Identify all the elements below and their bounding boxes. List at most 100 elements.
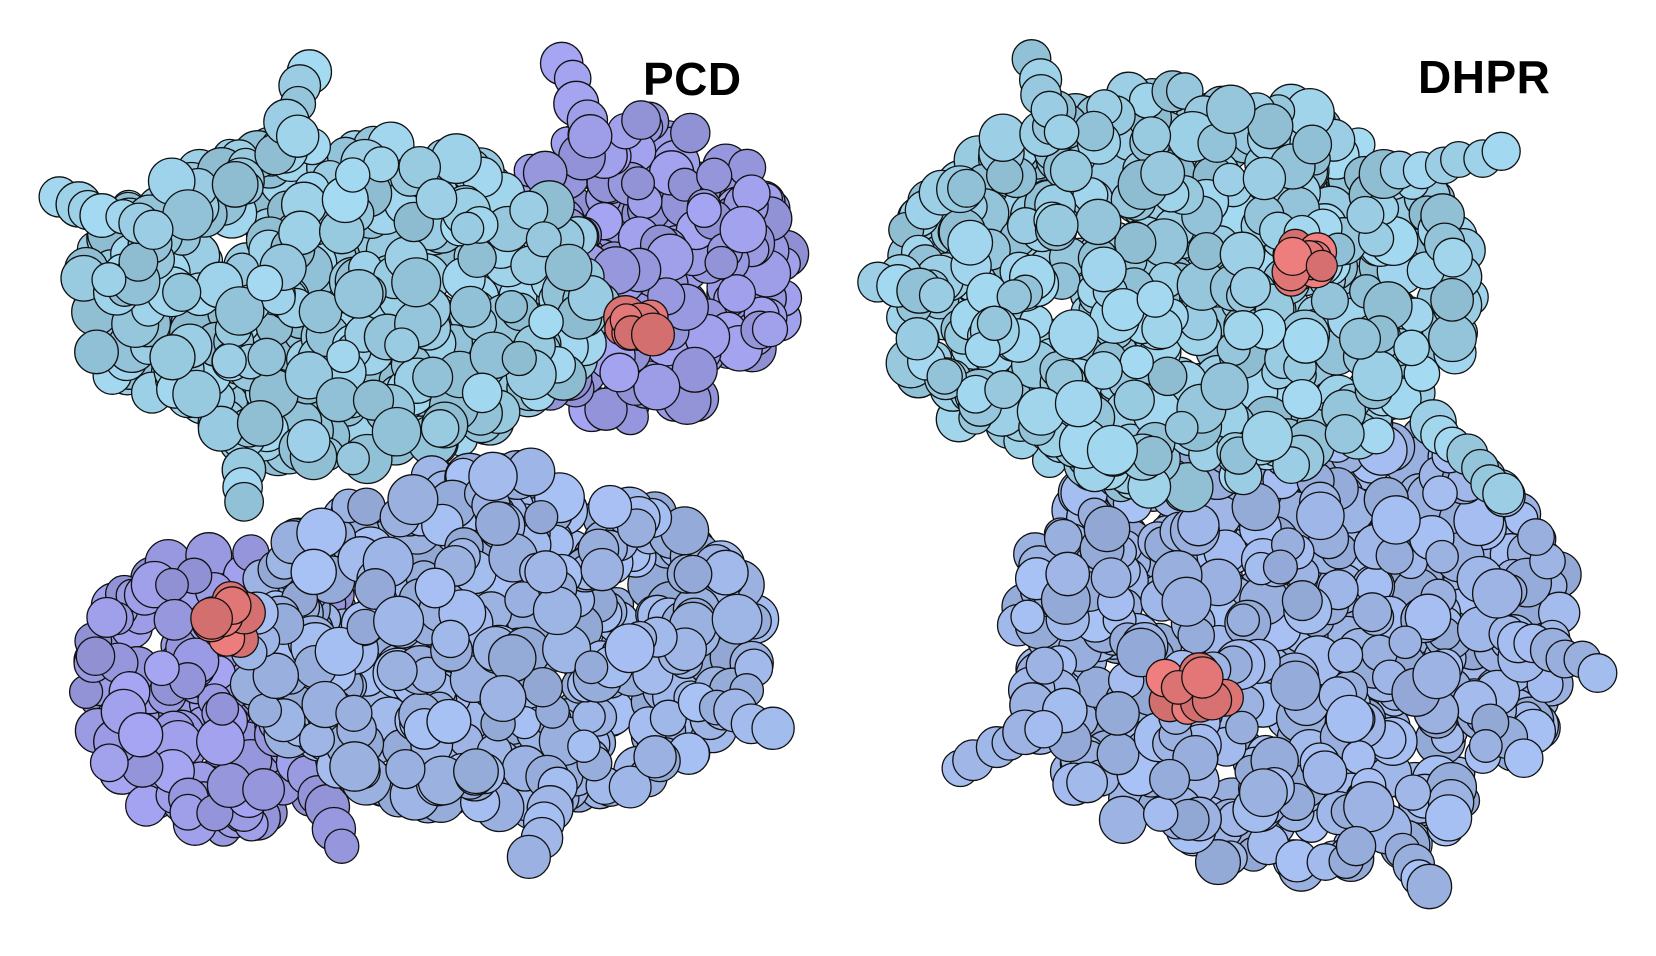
- atom-sphere: [377, 651, 417, 691]
- atom-sphere: [1150, 760, 1190, 800]
- atom-sphere: [575, 651, 608, 684]
- atom-sphere: [1303, 751, 1346, 794]
- atom-sphere: [291, 549, 336, 594]
- atom-sphere: [1137, 281, 1173, 317]
- atom-sphere: [427, 700, 471, 744]
- atom-sphere: [718, 275, 756, 313]
- atom-sphere: [1243, 157, 1285, 199]
- atom-sphere: [622, 101, 661, 140]
- atom-sphere: [388, 475, 438, 525]
- atom-sphere: [495, 291, 527, 323]
- atom-sphere: [1182, 657, 1223, 698]
- atom-sphere: [335, 270, 383, 318]
- atom-sphere: [1188, 233, 1225, 270]
- atom-sphere: [154, 600, 195, 641]
- atom-sphere: [1165, 412, 1198, 445]
- atom-sphere: [1051, 150, 1093, 192]
- atom-sphere: [212, 344, 246, 378]
- atom-sphere: [163, 273, 201, 311]
- atom-sphere: [1337, 827, 1376, 866]
- atom-sphere: [977, 306, 1011, 340]
- atom-sphere: [287, 420, 330, 463]
- atom-sphere: [1207, 85, 1255, 133]
- atom-sphere: [432, 620, 469, 657]
- atom-sphere: [1046, 552, 1089, 595]
- atom-sphere: [1100, 796, 1147, 843]
- atom-sphere: [705, 247, 737, 279]
- atom-sphere: [416, 179, 456, 219]
- atom-sphere: [1482, 132, 1520, 170]
- atom-sphere: [1282, 581, 1322, 621]
- atom-sphere: [327, 340, 359, 372]
- atom-sphere: [1133, 117, 1171, 155]
- atom-sphere: [1074, 111, 1113, 150]
- atom-sphere: [469, 452, 517, 500]
- atom-sphere: [386, 750, 425, 789]
- atom-sphere: [336, 158, 370, 192]
- atom-sphere: [927, 359, 962, 394]
- atom-sphere: [421, 410, 458, 447]
- atom-sphere: [948, 220, 993, 265]
- atom-sphere: [525, 501, 558, 534]
- pcd-loop-cyan-down: [222, 448, 265, 521]
- atom-sphere: [243, 769, 285, 811]
- atom-sphere: [1306, 250, 1337, 281]
- atom-sphere: [87, 598, 127, 638]
- atom-sphere: [348, 488, 385, 525]
- atom-sphere: [1224, 311, 1263, 350]
- atom-sphere: [145, 651, 180, 686]
- atom-sphere: [634, 736, 676, 778]
- atom-sphere: [277, 115, 319, 157]
- atom-sphere: [502, 342, 536, 376]
- atom-sphere: [372, 408, 420, 456]
- atom-sphere: [545, 244, 591, 290]
- atom-sphere: [948, 169, 986, 207]
- atom-sphere: [1578, 654, 1617, 693]
- pcd-label: PCD: [643, 52, 742, 106]
- atom-sphere: [1518, 519, 1555, 556]
- dhpr-loop-cyan-right: [1380, 132, 1520, 188]
- atom-sphere: [225, 483, 264, 522]
- atom-sphere: [450, 286, 491, 327]
- atom-sphere: [156, 569, 189, 602]
- atom-sphere: [330, 742, 379, 791]
- atom-sphere: [1470, 730, 1503, 763]
- atom-sphere: [463, 373, 502, 412]
- atom-sphere: [76, 637, 114, 675]
- dhpr-label: DHPR: [1418, 50, 1550, 104]
- atom-sphere: [1133, 436, 1172, 475]
- atom-sphere: [75, 330, 119, 374]
- atom-sphere: [1091, 558, 1131, 598]
- atom-sphere: [1120, 346, 1153, 379]
- atom-sphere: [1049, 310, 1098, 359]
- atom-sphere: [752, 707, 794, 749]
- atom-sphere: [1389, 626, 1421, 658]
- atom-sphere: [605, 624, 654, 673]
- atom-sphere: [753, 312, 788, 347]
- atom-sphere: [1431, 279, 1474, 322]
- atom-sphere: [1326, 695, 1373, 742]
- atom-sphere: [1045, 520, 1082, 557]
- atom-sphere: [1413, 651, 1460, 698]
- atom-sphere: [191, 598, 233, 640]
- atom-sphere: [337, 442, 369, 474]
- atom-sphere: [1213, 163, 1246, 196]
- atom-sphere: [573, 700, 605, 732]
- atom-sphere: [896, 318, 938, 360]
- atom-sphere: [589, 486, 632, 529]
- atom-sphere: [1407, 864, 1451, 908]
- atom-sphere: [1036, 204, 1078, 246]
- atom-sphere: [92, 263, 126, 297]
- atom-sphere: [247, 265, 283, 301]
- atom-sphere: [1325, 415, 1364, 454]
- atom-sphere: [458, 239, 496, 277]
- atom-sphere: [1141, 151, 1185, 195]
- atom-sphere: [697, 158, 732, 193]
- atom-sphere: [454, 749, 499, 794]
- atom-sphere: [1473, 569, 1522, 618]
- atom-sphere: [674, 555, 712, 593]
- atom-sphere: [248, 338, 285, 375]
- atom-sphere: [1505, 739, 1543, 777]
- atom-sphere: [1230, 268, 1270, 308]
